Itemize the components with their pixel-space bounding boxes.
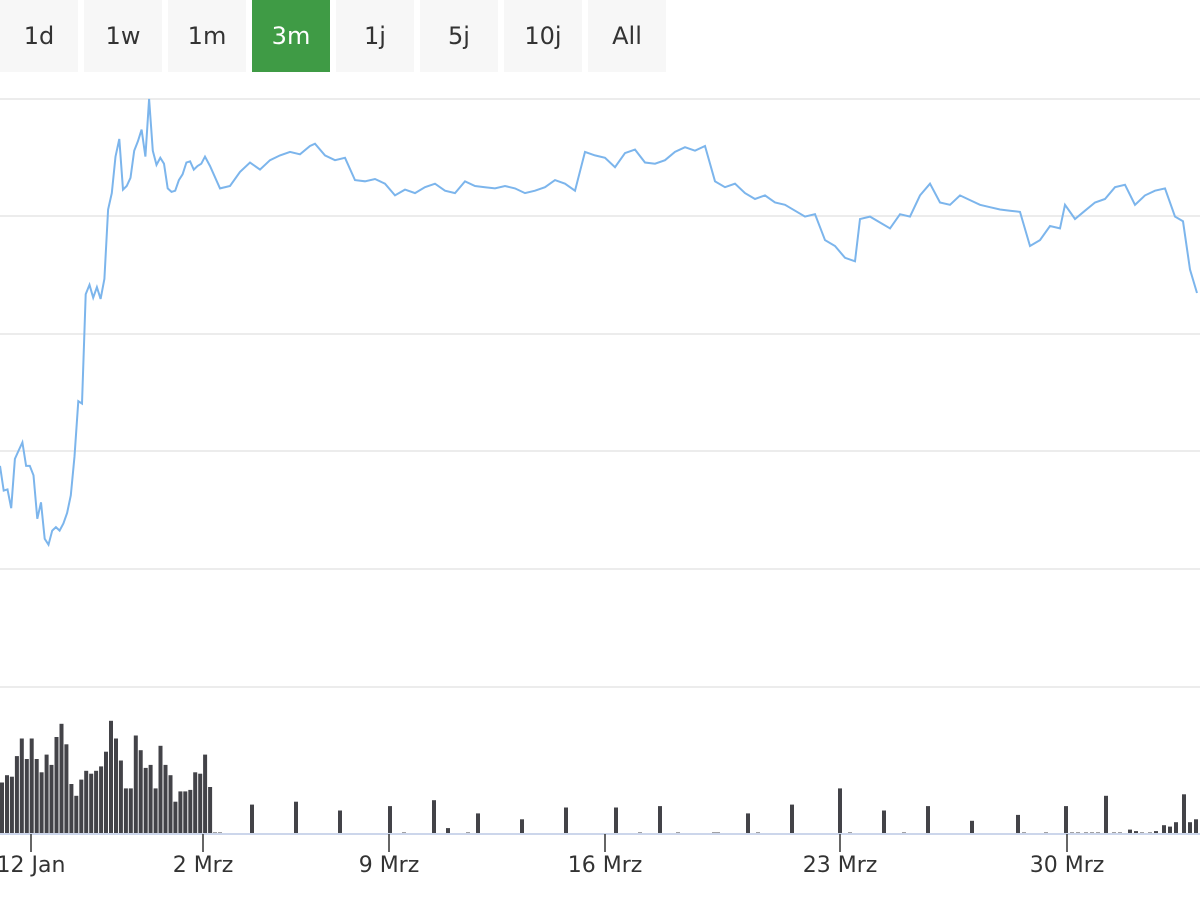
volume-bar (446, 828, 450, 834)
volume-bar (168, 775, 173, 834)
volume-bar (1016, 814, 1020, 834)
volume-bar (1104, 795, 1108, 834)
volume-bar (564, 807, 568, 834)
volume-bar (148, 764, 153, 834)
volume-bar (79, 779, 84, 834)
volume-bar (178, 791, 183, 834)
volume-bar (838, 788, 842, 834)
volume-bar (1134, 831, 1138, 834)
grid-lines (0, 98, 1200, 688)
price-line (0, 98, 1198, 548)
range-button-5j[interactable]: 5j (420, 0, 498, 72)
volume-bar (114, 738, 118, 834)
volume-bar (203, 754, 208, 834)
volume-bar (1064, 806, 1068, 834)
volume-bar (39, 772, 44, 834)
volume-bar (153, 788, 158, 834)
range-button-all[interactable]: All (588, 0, 666, 72)
volume-bar (158, 745, 163, 834)
volume-bar (1194, 819, 1198, 834)
volume-bar (49, 764, 54, 834)
volume-bar (0, 782, 4, 834)
volume-bar (59, 723, 64, 835)
volume-bar (1174, 822, 1178, 834)
volume-bar (294, 801, 298, 834)
volume-bar (14, 756, 19, 834)
x-tick-label: 9 Mrz (359, 853, 420, 878)
range-button-3m[interactable]: 3m (252, 0, 330, 72)
volume-bar (970, 820, 974, 834)
volume-bar (882, 810, 886, 834)
volume-bar (29, 738, 34, 834)
range-button-1d[interactable]: 1d (0, 0, 78, 72)
volume-bar (658, 806, 662, 834)
volume-bar (163, 764, 168, 834)
volume-bar (9, 776, 14, 834)
volume-bar (24, 759, 29, 834)
volume-bar (1168, 826, 1172, 834)
range-button-1w[interactable]: 1w (84, 0, 162, 72)
volume-bar (208, 787, 213, 834)
x-tick-label: 2 Mrz (173, 853, 234, 878)
volume-bar (1162, 825, 1166, 834)
volume-bar (193, 772, 198, 834)
volume-bar (123, 788, 128, 834)
volume-bar (338, 810, 342, 834)
x-tick-label: 23 Mrz (803, 853, 878, 878)
x-tick-label: 30 Mrz (1030, 853, 1105, 878)
volume-bar (183, 791, 188, 834)
volume-bar (1154, 831, 1158, 834)
volume-bar (54, 737, 59, 834)
volume-bar (432, 800, 436, 834)
volume-bar (89, 773, 94, 834)
volume-bar (138, 750, 143, 834)
volume-bar (250, 804, 254, 834)
volume-bar (173, 801, 178, 834)
volume-bar (1182, 794, 1186, 834)
volume-bar (198, 773, 203, 834)
range-button-1m[interactable]: 1m (168, 0, 246, 72)
volume-bar (118, 760, 123, 834)
volume-bar (133, 735, 138, 834)
volume-bar (614, 807, 618, 834)
volume-bar (64, 744, 69, 834)
volume-bar (476, 813, 480, 834)
volume-bar (69, 784, 74, 834)
volume-bar (790, 804, 794, 834)
volume-bar (143, 767, 148, 835)
range-button-1j[interactable]: 1j (336, 0, 414, 72)
range-button-10j[interactable]: 10j (504, 0, 582, 72)
volume-bar (188, 789, 193, 834)
volume-bar (94, 770, 99, 834)
volume-bar (1188, 822, 1192, 834)
volume-bar (926, 806, 930, 834)
volume-bar (5, 775, 9, 834)
volume-bar (128, 788, 133, 834)
volume-bar (34, 759, 39, 834)
volume-bar (19, 738, 24, 834)
volume-bar (44, 754, 49, 834)
x-axis-ticks: 12 Jan 2 Mrz 9 Mrz 16 Mrz 23 Mrz 30 Mrz (0, 834, 1104, 878)
volume-bars (0, 720, 1198, 835)
volume-bar (84, 770, 89, 834)
volume-bar (746, 813, 750, 834)
x-tick-label: 16 Mrz (568, 853, 643, 878)
volume-bar (1128, 829, 1132, 834)
x-tick-label: 12 Jan (0, 853, 65, 878)
volume-bar (520, 819, 524, 834)
volume-bar (109, 720, 113, 834)
volume-bar (74, 795, 79, 834)
volume-bar (104, 751, 108, 834)
volume-bar (388, 806, 392, 834)
volume-bar (99, 766, 104, 834)
